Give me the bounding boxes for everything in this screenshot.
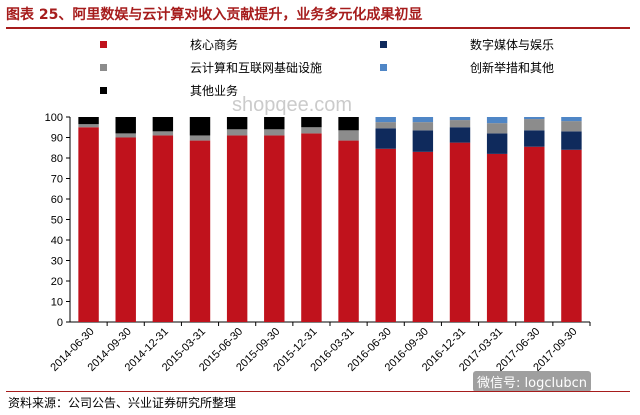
legend-swatch — [100, 64, 107, 71]
bar-segment — [412, 117, 434, 123]
bar-segment — [449, 127, 471, 143]
chart-title: 图表 25、阿里数娱与云计算对收入贡献提升，业务多元化成果初显 — [6, 7, 423, 23]
bar-segment — [561, 121, 582, 132]
bar-segment — [189, 135, 211, 141]
bar-segment — [152, 131, 174, 136]
y-tick-label: 90 — [51, 133, 63, 145]
bar-segment — [226, 117, 248, 130]
bar-segment — [486, 133, 508, 154]
bar-segment — [115, 117, 136, 134]
y-tick-label: 30 — [51, 256, 63, 268]
bar-segment — [152, 117, 174, 132]
bar-segment — [264, 117, 285, 130]
bar-segment — [375, 148, 396, 322]
bar-segment — [78, 117, 99, 125]
title-rule — [6, 27, 630, 29]
bar-segment — [375, 117, 396, 123]
bar-segment — [524, 117, 545, 120]
bar-segment — [449, 120, 471, 128]
bar-segment — [78, 127, 99, 322]
bar-segment — [486, 123, 508, 134]
y-tick-label: 60 — [51, 194, 63, 206]
bar-segment — [561, 117, 582, 122]
bar-segment — [338, 117, 359, 131]
legend-label: 创新举措和其他 — [470, 60, 554, 75]
y-tick-label: 80 — [51, 153, 63, 165]
bar-segment — [524, 146, 545, 322]
legend-label: 数字媒体与娱乐 — [470, 37, 554, 52]
bar-segment — [226, 135, 248, 322]
bar-segment — [152, 135, 174, 322]
bar-segment — [115, 137, 136, 322]
bar-segment — [189, 140, 211, 322]
watermark: shopqee.com — [232, 94, 353, 116]
bar-segment — [264, 135, 285, 322]
bar-segment — [375, 122, 396, 129]
bar-segment — [301, 127, 322, 134]
y-tick-label: 10 — [51, 297, 63, 309]
y-tick-label: 50 — [51, 215, 63, 227]
y-tick-label: 0 — [57, 317, 63, 329]
brand-badge: 微信号: logclubcn — [473, 371, 591, 392]
legend-swatch — [100, 41, 107, 48]
bar-segment — [412, 151, 434, 322]
bar-segment — [375, 128, 396, 149]
bar-segment — [486, 153, 508, 322]
footer-rule — [6, 391, 630, 392]
bar-segment — [301, 133, 322, 322]
bar-segment — [449, 142, 471, 322]
bar-segment — [524, 130, 545, 147]
legend-label: 其他业务 — [190, 83, 238, 98]
bar-segment — [449, 117, 471, 121]
source-note: 资料来源：公司公告、兴业证券研究所整理 — [8, 396, 237, 410]
legend-swatch — [100, 87, 107, 94]
legend-swatch — [380, 64, 387, 71]
legend-swatch — [380, 41, 387, 48]
legend-label: 核心商务 — [190, 37, 238, 52]
bar-segment — [78, 124, 99, 128]
y-tick-label: 100 — [45, 112, 63, 124]
bar-segment — [338, 140, 359, 322]
bar-segment — [561, 131, 582, 150]
bar-segment — [412, 130, 434, 152]
bar-segment — [189, 117, 211, 136]
y-tick-label: 20 — [51, 276, 63, 288]
bar-segment — [226, 129, 248, 136]
bar-segment — [486, 117, 508, 124]
bar-segment — [412, 122, 434, 131]
bar-segment — [524, 119, 545, 131]
legend-label: 云计算和互联网基础设施 — [190, 60, 322, 75]
bar-segment — [338, 130, 359, 141]
bar-segment — [115, 133, 136, 138]
bar-segment — [561, 149, 582, 322]
bar-segment — [301, 117, 322, 128]
y-tick-label: 40 — [51, 235, 63, 247]
y-tick-label: 70 — [51, 174, 63, 186]
bar-segment — [264, 129, 285, 136]
